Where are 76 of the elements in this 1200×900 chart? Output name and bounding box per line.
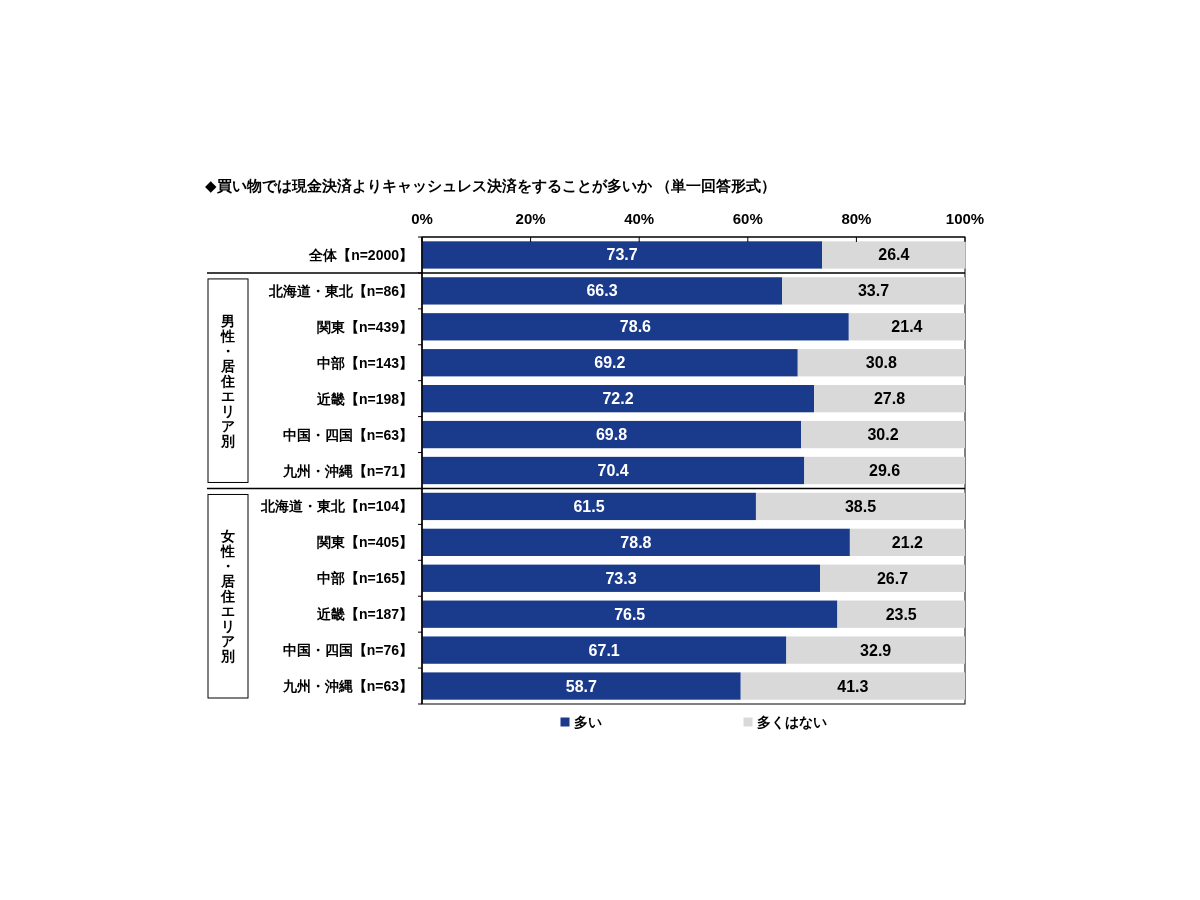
bar — [801, 420, 965, 449]
bar — [422, 241, 823, 269]
x-tick-label: 100% — [945, 209, 985, 227]
y-tick-label: 近畿【n=187】 — [315, 606, 413, 623]
data-label: 58.7 — [565, 677, 598, 695]
y-tick-label: 九州・沖縄【n=71】 — [281, 462, 413, 479]
bar — [786, 636, 965, 664]
text: 男性・居住エリア別 — [221, 312, 235, 449]
bar — [422, 420, 802, 449]
bar — [422, 349, 798, 377]
y-tick-label: 中部【n=165】 — [316, 570, 413, 587]
data-label: 23.5 — [885, 605, 917, 623]
data-label: 21.4 — [891, 318, 923, 336]
bar — [422, 636, 787, 664]
bar — [422, 313, 849, 341]
bar — [740, 672, 965, 700]
x-tick-label: 40% — [624, 209, 655, 227]
data-label: 78.8 — [620, 533, 652, 551]
bar — [782, 277, 965, 305]
data-label: 69.2 — [594, 354, 626, 372]
legend-label: 多い — [573, 714, 602, 730]
y-tick-label: 中国・四国【n=76】 — [282, 642, 413, 659]
data-label: 38.5 — [844, 497, 877, 515]
data-label: 73.7 — [606, 246, 638, 264]
data-label: 21.2 — [891, 533, 924, 551]
x-tick-label: 20% — [515, 209, 546, 227]
x-tick-label: 80% — [841, 209, 872, 227]
data-label: 26.7 — [876, 569, 909, 587]
bar — [422, 672, 741, 700]
bar — [849, 528, 965, 556]
bar — [422, 564, 821, 592]
bar — [797, 349, 965, 377]
data-label: 29.6 — [869, 462, 901, 479]
y-tick-label: 関東【n=405】 — [316, 534, 413, 551]
x-tick-label: 60% — [732, 209, 763, 227]
data-label: 72.2 — [602, 390, 634, 408]
data-label: 73.3 — [605, 569, 637, 587]
bar — [422, 456, 805, 485]
y-tick-label: 九州・沖縄【n=63】 — [281, 678, 413, 695]
bar — [755, 492, 965, 521]
y-tick-label: 北海道・東北【n=86】 — [267, 282, 413, 299]
bar — [422, 528, 850, 556]
data-label: 66.3 — [586, 282, 618, 300]
data-label: 30.8 — [865, 354, 898, 372]
bar — [814, 385, 965, 413]
data-label: 67.1 — [588, 641, 620, 659]
chart-title: ◆買い物では現金決済よりキャッシュレス決済をすることが多いか （単一回答形式） — [205, 176, 776, 195]
data-label: 76.5 — [614, 605, 646, 623]
data-label: 32.9 — [860, 641, 892, 659]
bar — [422, 385, 815, 413]
bar — [837, 600, 965, 628]
data-label: 30.2 — [867, 426, 899, 444]
bar — [820, 564, 965, 592]
y-tick-label: 中国・四国【n=63】 — [282, 426, 413, 443]
y-tick-label: 近畿【n=198】 — [315, 390, 413, 407]
text: 女性・居住エリア別 — [221, 528, 235, 665]
data-label: 27.8 — [873, 390, 906, 408]
bar — [422, 277, 783, 305]
legend-label: 多くはない — [756, 714, 827, 730]
data-label: 41.3 — [837, 677, 869, 695]
bar — [422, 600, 838, 628]
x-tick-label: 0% — [411, 209, 433, 227]
data-label: 33.7 — [857, 282, 890, 300]
data-label: 69.8 — [595, 426, 628, 444]
y-tick-label: 北海道・東北【n=104】 — [259, 498, 413, 515]
y-tick-label: 全体【n=2000】 — [308, 246, 413, 263]
bar — [422, 492, 756, 521]
y-tick-label: 中部【n=143】 — [316, 354, 413, 371]
y-tick-label: 関東【n=439】 — [316, 318, 413, 335]
data-label: 70.4 — [597, 462, 629, 479]
bar — [822, 241, 966, 269]
bar — [848, 313, 965, 341]
data-label: 61.5 — [573, 497, 605, 515]
data-label: 26.4 — [878, 246, 910, 264]
bar — [804, 456, 965, 485]
data-label: 78.6 — [619, 318, 652, 336]
